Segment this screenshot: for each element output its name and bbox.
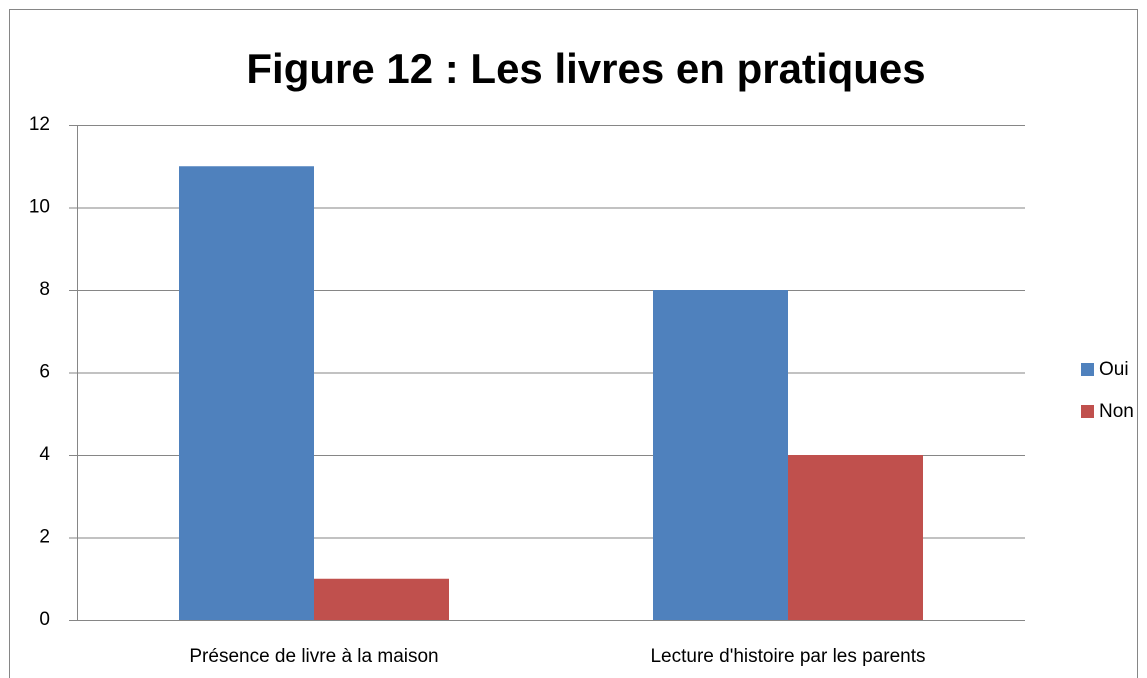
x-tick-label: Lecture d'histoire par les parents bbox=[650, 646, 925, 667]
y-tick-label: 10 bbox=[29, 197, 50, 218]
legend-swatch bbox=[1081, 363, 1094, 376]
legend-label: Oui bbox=[1099, 359, 1129, 380]
bar bbox=[653, 290, 788, 620]
y-tick-label: 6 bbox=[39, 362, 50, 383]
bar bbox=[179, 166, 314, 620]
bar bbox=[314, 578, 449, 620]
y-tick-label: 12 bbox=[29, 114, 50, 135]
legend-label: Non bbox=[1099, 401, 1134, 422]
bar bbox=[788, 455, 923, 620]
x-tick-label: Présence de livre à la maison bbox=[189, 646, 438, 667]
legend-swatch bbox=[1081, 405, 1094, 418]
y-tick-label: 8 bbox=[39, 279, 50, 300]
chart-frame bbox=[9, 9, 1138, 678]
y-tick-label: 4 bbox=[39, 444, 50, 465]
y-tick-label: 0 bbox=[39, 609, 50, 630]
chart-title: Figure 12 : Les livres en pratiques bbox=[246, 45, 925, 92]
y-tick-label: 2 bbox=[39, 527, 50, 548]
